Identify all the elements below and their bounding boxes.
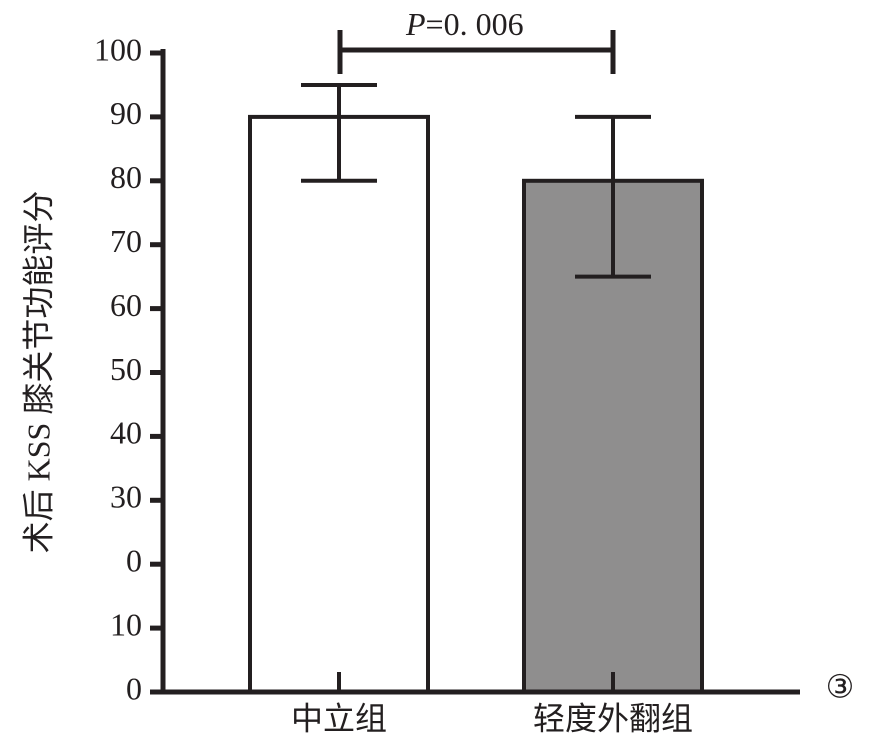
y-tick-label: 100 — [94, 31, 142, 67]
annotation-italic: P — [405, 6, 426, 42]
y-tick-label: 50 — [110, 351, 142, 387]
significance-bracket — [337, 30, 616, 74]
y-tick-label: 30 — [110, 479, 142, 515]
y-tick-label: 0 — [126, 670, 142, 706]
panel-label: ③ — [826, 668, 855, 704]
y-tick-label: 60 — [110, 287, 142, 323]
y-tick-label: 90 — [110, 95, 142, 131]
y-tick-label: 10 — [110, 606, 142, 642]
annotation: P=0. 006 — [405, 6, 524, 42]
y-axis-label: 术后 KSS 膝关节功能评分 — [20, 191, 56, 554]
x-tick-label: 中立组 — [291, 700, 387, 736]
y-tick-label: 40 — [110, 415, 142, 451]
y-tick-label: 0 — [126, 543, 142, 579]
x-tick-label: 轻度外翻组 — [533, 700, 693, 736]
y-tick-label: 80 — [110, 159, 142, 195]
bar — [248, 114, 430, 694]
annotation-text: =0. 006 — [426, 6, 524, 42]
y-tick-label: 70 — [110, 223, 142, 259]
